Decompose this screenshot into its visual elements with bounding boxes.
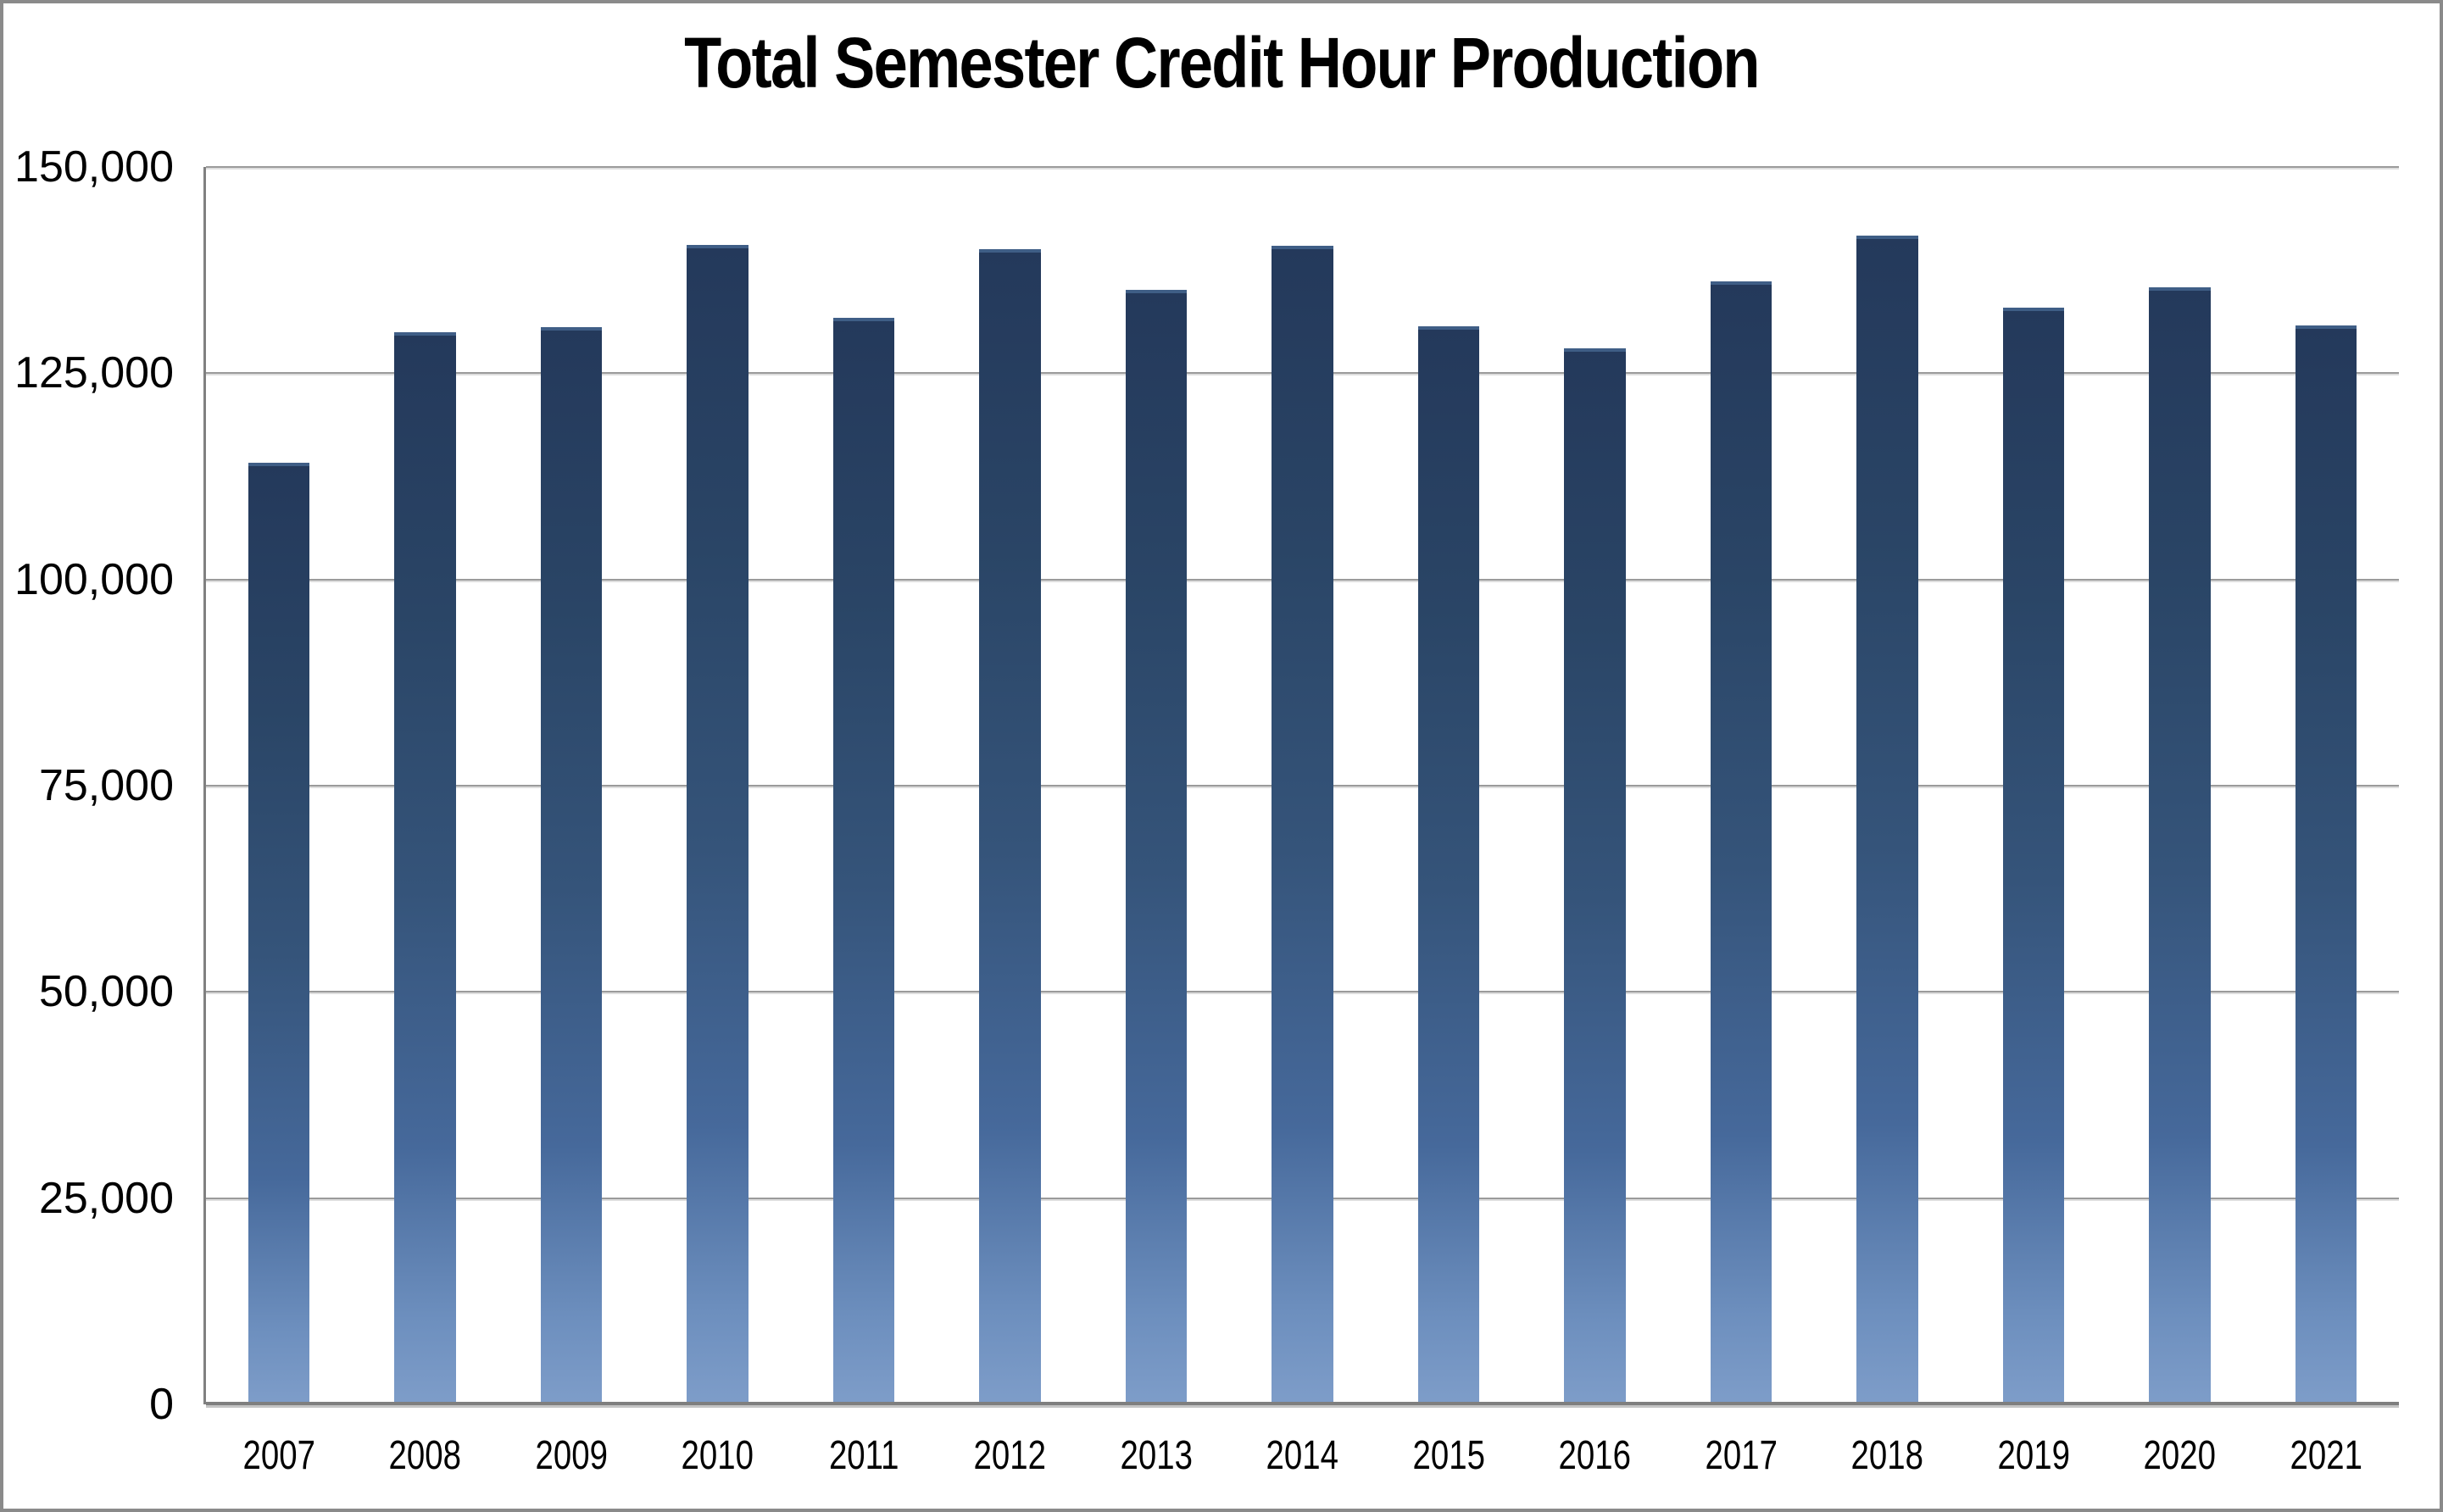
- y-axis-tick-label: 150,000: [14, 142, 174, 192]
- y-axis-line: [203, 167, 206, 1404]
- bar-2011: [832, 318, 895, 1404]
- x-axis-baseline: [206, 1402, 2399, 1405]
- x-axis-tick-label: 2019: [1997, 1433, 2070, 1478]
- bar-slot: [791, 167, 937, 1404]
- bar-2012: [979, 249, 1041, 1404]
- bar-slot: [352, 167, 498, 1404]
- bar-2014: [1272, 246, 1333, 1404]
- y-axis-tick-label: 75,000: [38, 761, 174, 810]
- bar-2020: [2149, 287, 2211, 1404]
- bar-slot: [1229, 167, 1375, 1404]
- bar-2019: [2002, 308, 2065, 1404]
- x-axis-tick-label: 2014: [1266, 1433, 1339, 1478]
- x-axis-tick-label: 2020: [2143, 1433, 2217, 1478]
- y-axis: 0 25,000 50,000 75,000 100,000 125,000 150,000: [0, 145, 174, 1426]
- bar-slot: [1522, 167, 1667, 1404]
- bar-2008: [394, 331, 456, 1404]
- y-axis-tick-label: 25,000: [38, 1173, 174, 1223]
- y-axis-tick-label: 125,000: [14, 348, 174, 398]
- bar-slot: [937, 167, 1082, 1404]
- x-axis-tick-label: 2017: [1705, 1433, 1778, 1478]
- bar-2007: [248, 463, 310, 1404]
- bar-slot: [206, 167, 352, 1404]
- y-axis-tick-label: 0: [149, 1380, 174, 1429]
- x-axis-tick-label: 2007: [242, 1433, 315, 1478]
- bar-slot: [1814, 167, 1960, 1404]
- plot-area: [203, 166, 2399, 1405]
- bar-slot: [1376, 167, 1522, 1404]
- bar-slot: [498, 167, 644, 1404]
- x-axis-tick-label: 2018: [1850, 1433, 1924, 1478]
- bar-2015: [1417, 325, 1480, 1404]
- bar-slot: [2253, 167, 2399, 1404]
- bar-2009: [540, 326, 603, 1404]
- bar-slot: [1083, 167, 1229, 1404]
- x-axis-tick-label: 2008: [388, 1433, 462, 1478]
- bar-2010: [687, 244, 748, 1404]
- bar-2017: [1710, 281, 1772, 1404]
- x-axis-tick-label: 2015: [1412, 1433, 1485, 1478]
- chart-title: Total Semester Credit Hour Production: [684, 23, 1760, 103]
- bar-2018: [1856, 235, 1918, 1404]
- bar-slot: [1668, 167, 1814, 1404]
- x-axis-tick-label: 2009: [535, 1433, 608, 1478]
- bar-2013: [1125, 290, 1188, 1404]
- x-axis-tick-label: 2012: [973, 1433, 1047, 1478]
- bar-slot: [644, 167, 790, 1404]
- x-axis-tick-label: 2010: [681, 1433, 754, 1478]
- gridline: [206, 166, 2399, 168]
- x-axis-tick-label: 2011: [828, 1433, 899, 1478]
- bar-slot: [1961, 167, 2106, 1404]
- bar-series: [206, 167, 2399, 1404]
- y-axis-tick-label: 50,000: [38, 967, 174, 1017]
- x-axis-tick-label: 2013: [1120, 1433, 1193, 1478]
- bar-slot: [2106, 167, 2252, 1404]
- x-axis-tick-label: 2021: [2290, 1433, 2362, 1478]
- bar-2016: [1564, 348, 1626, 1404]
- y-axis-tick-label: 100,000: [14, 554, 174, 604]
- bar-2021: [2295, 325, 2357, 1404]
- x-axis: 2007 2008 2009 2010 2011 2012 2013 2014 2015 2016…: [206, 1436, 2399, 1476]
- x-axis-tick-label: 2016: [1558, 1433, 1632, 1478]
